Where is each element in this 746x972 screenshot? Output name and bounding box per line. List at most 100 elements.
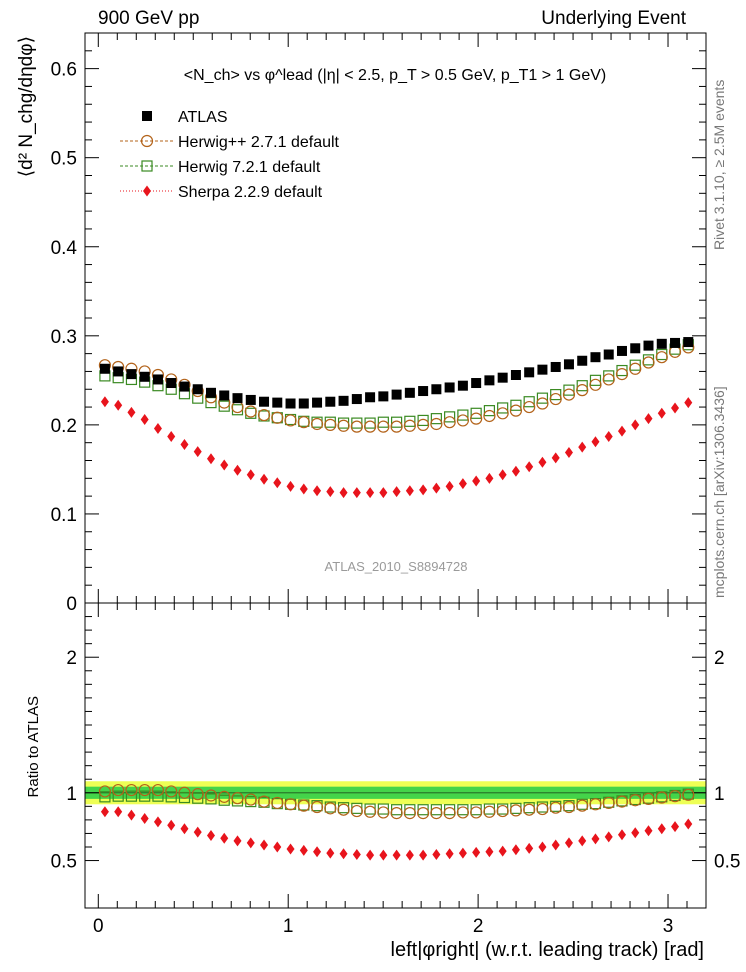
herwig-2-7-1-default-point (377, 420, 390, 433)
sherpa-2-2-9-default-ratio-point (472, 846, 481, 858)
atlas-point (205, 387, 216, 398)
herwig-2-7-1-default-ratio-point (112, 783, 125, 797)
herwig-7-2-1-default-ratio-point (125, 790, 138, 802)
herwig-2-7-1-default-ratio-point (350, 804, 363, 818)
sherpa-2-2-9-default-ratio-point (511, 844, 520, 856)
herwig-2-7-1-default-point (297, 416, 310, 429)
herwig-2-7-1-default-point (536, 397, 549, 410)
herwig-2-7-1-default-ratio-point (430, 807, 443, 820)
herwig-7-2-1-default-ratio-point (351, 802, 363, 814)
herwig-2-7-1-default-point (602, 373, 615, 386)
atlas-point (590, 352, 601, 363)
sherpa-2-2-9-default-ratio-point (578, 835, 587, 847)
sherpa-2-2-9-default-point (498, 469, 507, 481)
sherpa-2-2-9-default-ratio-point (458, 847, 467, 859)
sherpa-2-2-9-default-point (100, 396, 109, 408)
herwig-2-7-1-default-ratio-point (310, 800, 324, 814)
herwig-2-7-1-default-ratio-point (456, 806, 469, 819)
sherpa-2-2-9-default-point (220, 459, 229, 471)
atlas-point (577, 355, 588, 366)
x-tick-label: 2 (473, 916, 484, 937)
legend-atlas-label: ATLAS (178, 109, 228, 126)
herwig-2-7-1-default-point (271, 411, 284, 424)
atlas-point (391, 389, 402, 400)
herwig-2-7-1-default-point (337, 419, 350, 432)
sherpa-2-2-9-default-ratio-point (286, 843, 295, 855)
herwig-7-2-1-default-ratio-point (178, 791, 191, 804)
herwig-7-2-1-default-point (324, 416, 336, 428)
herwig-7-2-1-default-point (417, 414, 429, 427)
atlas-point (126, 369, 137, 380)
herwig-7-2-1-default-ratio-point (112, 790, 124, 802)
herwig-7-2-1-default-point (510, 399, 522, 411)
sherpa-2-2-9-default-ratio-point (273, 841, 282, 853)
herwig-7-2-1-default-ratio-point (99, 791, 111, 803)
atlas-point (563, 359, 574, 370)
herwig-2-7-1-default-ratio-point (562, 800, 576, 814)
herwig-2-7-1-default-point (589, 378, 602, 391)
atlas-point (113, 366, 124, 377)
atlas-point (166, 378, 177, 389)
legend-herwig-2-7-1-default-marker (140, 134, 154, 148)
chart-text: 0 0.1 0.2 0.3 0.4 0.5 0.6 0.5 0.5 1 1 2 2 0 1 2 3left|φr… (16, 36, 740, 961)
sherpa-2-2-9-default-ratio-point (432, 848, 441, 860)
atlas-point (537, 364, 548, 375)
herwig-2-7-1-default-point (549, 392, 562, 406)
ratio-band (85, 781, 706, 805)
x-tick-label: 1 (283, 916, 294, 937)
atlas-point (643, 340, 654, 351)
herwig-7-2-1-default-ratio-point (404, 804, 416, 816)
herwig-2-7-1-default-ratio-point (589, 798, 602, 811)
herwig-7-2-1-default-point (457, 409, 469, 421)
x-axis-title: left|φright| (w.r.t. leading track) [rad… (391, 939, 704, 961)
y-tick-label-top: 0.2 (51, 416, 77, 437)
atlas-point (603, 349, 614, 360)
sherpa-2-2-9-default-point (193, 446, 202, 458)
herwig-2-7-1-default-ratio-point (284, 798, 297, 811)
y-tick-label-ratio-right: 2 (714, 648, 725, 669)
herwig-7-2-1-default-ratio-point (470, 804, 482, 816)
sherpa-2-2-9-default-ratio-point (206, 829, 215, 841)
herwig-2-7-1-default-point (668, 345, 682, 358)
y-tick-label-ratio-left: 2 (66, 648, 77, 669)
herwig-2-7-1-default-ratio-point (629, 794, 642, 807)
herwig-7-2-1-default-point (444, 411, 456, 423)
herwig-2-7-1-default-ratio-point (271, 796, 284, 810)
sherpa-2-2-9-default-point (657, 407, 666, 419)
atlas-point (444, 382, 455, 393)
sherpa-2-2-9-default-ratio-point (299, 844, 308, 856)
herwig-2-7-1-default-ratio-point (655, 791, 668, 804)
legend-atlas-marker (142, 111, 152, 121)
sherpa-2-2-9-default-point (538, 456, 547, 468)
herwig-2-7-1-default-ratio-point (615, 795, 629, 808)
herwig-2-7-1-default-ratio-point (443, 807, 456, 820)
sherpa-2-2-9-default-ratio-point (180, 823, 189, 835)
herwig-2-7-1-default-ratio-point (191, 788, 204, 801)
atlas-point (219, 390, 230, 401)
herwig-2-7-1-default-ratio-point (363, 805, 377, 818)
sherpa-2-2-9-default-point (419, 484, 428, 496)
header-left: 900 GeV pp (98, 8, 200, 29)
sherpa-2-2-9-default-point (405, 485, 414, 497)
y-tick-label-top: 0 (66, 594, 77, 615)
herwig-2-7-1-default-point (417, 418, 430, 431)
sherpa-2-2-9-default-ratio-point (591, 833, 600, 845)
plot-title: <N_ch> vs φ^lead (|η| < 2.5, p_T > 0.5 G… (184, 67, 606, 84)
sherpa-2-2-9-default-point (379, 487, 388, 499)
atlas-point (365, 392, 376, 403)
herwig-7-2-1-default-ratio-point (430, 804, 442, 816)
atlas-point (192, 384, 203, 395)
sherpa-2-2-9-default-ratio-point (220, 832, 229, 844)
sherpa-2-2-9-default-point (617, 425, 626, 437)
sherpa-2-2-9-default-ratio-point (100, 806, 109, 818)
herwig-2-7-1-default-ratio-point (337, 803, 350, 816)
sherpa-2-2-9-default-point (432, 482, 441, 494)
axes (84, 32, 707, 909)
herwig-2-7-1-default-point (390, 420, 403, 433)
y-tick-label-ratio-right: 1 (714, 784, 725, 805)
sherpa-2-2-9-default-ratio-point (153, 816, 162, 828)
atlas-point (325, 396, 336, 407)
sherpa-2-2-9-default-point (485, 472, 494, 484)
herwig-7-2-1-default-ratio-point (192, 792, 204, 804)
atlas-point (616, 345, 627, 356)
